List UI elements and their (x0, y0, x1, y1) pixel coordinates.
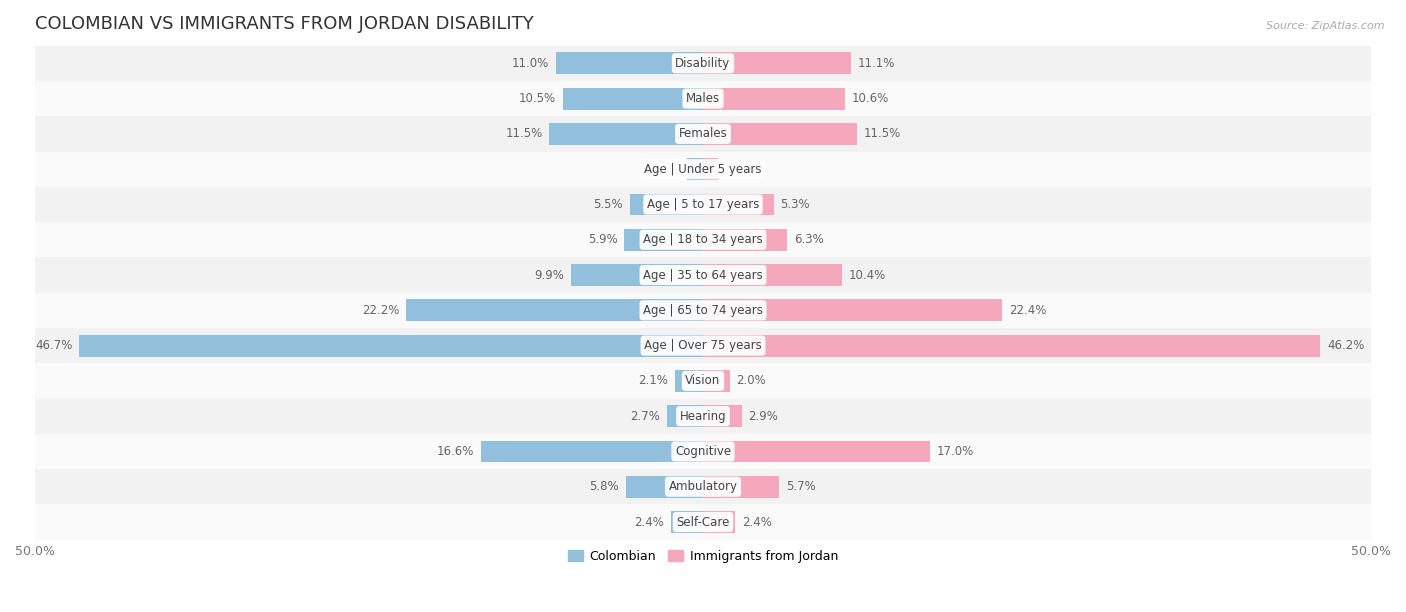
Bar (35, 258, 1371, 293)
Text: 1.2%: 1.2% (651, 163, 681, 176)
Text: 17.0%: 17.0% (936, 445, 974, 458)
Bar (35, 398, 1371, 434)
Text: 2.4%: 2.4% (634, 515, 664, 529)
Bar (703, 335, 1320, 357)
Bar (703, 159, 717, 180)
Text: 9.9%: 9.9% (534, 269, 564, 282)
Bar (550, 123, 703, 145)
Text: 5.3%: 5.3% (780, 198, 810, 211)
Bar (35, 187, 1371, 222)
Text: Vision: Vision (685, 375, 721, 387)
Bar (35, 364, 1371, 398)
Text: Age | Under 5 years: Age | Under 5 years (644, 163, 762, 176)
Text: Hearing: Hearing (679, 409, 727, 423)
Text: 10.5%: 10.5% (519, 92, 555, 105)
Text: 5.7%: 5.7% (786, 480, 815, 493)
Bar (481, 441, 703, 463)
Bar (703, 511, 735, 533)
Text: 5.8%: 5.8% (589, 480, 619, 493)
Bar (703, 299, 1002, 321)
Bar (35, 469, 1371, 504)
Text: 11.1%: 11.1% (858, 57, 896, 70)
Text: Source: ZipAtlas.com: Source: ZipAtlas.com (1267, 21, 1385, 31)
Text: 5.5%: 5.5% (593, 198, 623, 211)
Text: 22.2%: 22.2% (363, 304, 399, 317)
Bar (406, 299, 703, 321)
Legend: Colombian, Immigrants from Jordan: Colombian, Immigrants from Jordan (562, 545, 844, 568)
Text: 46.2%: 46.2% (1327, 339, 1364, 352)
Bar (35, 434, 1371, 469)
Text: 2.1%: 2.1% (638, 375, 668, 387)
Bar (555, 53, 703, 74)
Text: Age | Over 75 years: Age | Over 75 years (644, 339, 762, 352)
Text: Age | 65 to 74 years: Age | 65 to 74 years (643, 304, 763, 317)
Bar (703, 123, 856, 145)
Text: 2.0%: 2.0% (737, 375, 766, 387)
Bar (35, 222, 1371, 258)
Bar (703, 476, 779, 498)
Text: Disability: Disability (675, 57, 731, 70)
Bar (35, 46, 1371, 81)
Text: Cognitive: Cognitive (675, 445, 731, 458)
Bar (688, 159, 703, 180)
Bar (703, 441, 931, 463)
Text: Age | 18 to 34 years: Age | 18 to 34 years (643, 233, 763, 246)
Bar (703, 264, 842, 286)
Text: 1.1%: 1.1% (724, 163, 754, 176)
Bar (79, 335, 703, 357)
Bar (703, 53, 851, 74)
Bar (703, 193, 773, 215)
Bar (571, 264, 703, 286)
Bar (35, 152, 1371, 187)
Text: 11.5%: 11.5% (863, 127, 901, 140)
Bar (35, 116, 1371, 152)
Bar (703, 405, 742, 427)
Text: 16.6%: 16.6% (437, 445, 475, 458)
Bar (675, 370, 703, 392)
Text: Females: Females (679, 127, 727, 140)
Text: 22.4%: 22.4% (1010, 304, 1046, 317)
Bar (703, 88, 845, 110)
Text: Age | 35 to 64 years: Age | 35 to 64 years (643, 269, 763, 282)
Text: 10.6%: 10.6% (851, 92, 889, 105)
Text: COLOMBIAN VS IMMIGRANTS FROM JORDAN DISABILITY: COLOMBIAN VS IMMIGRANTS FROM JORDAN DISA… (35, 15, 534, 33)
Text: Ambulatory: Ambulatory (668, 480, 738, 493)
Text: Self-Care: Self-Care (676, 515, 730, 529)
Bar (703, 229, 787, 251)
Bar (626, 476, 703, 498)
Text: 11.5%: 11.5% (505, 127, 543, 140)
Text: 2.4%: 2.4% (742, 515, 772, 529)
Bar (562, 88, 703, 110)
Bar (671, 511, 703, 533)
Text: Males: Males (686, 92, 720, 105)
Text: 5.9%: 5.9% (588, 233, 617, 246)
Bar (703, 370, 730, 392)
Bar (35, 504, 1371, 540)
Bar (630, 193, 703, 215)
Text: Age | 5 to 17 years: Age | 5 to 17 years (647, 198, 759, 211)
Bar (666, 405, 703, 427)
Text: 11.0%: 11.0% (512, 57, 550, 70)
Text: 2.9%: 2.9% (748, 409, 779, 423)
Bar (35, 81, 1371, 116)
Bar (35, 328, 1371, 364)
Text: 46.7%: 46.7% (35, 339, 72, 352)
Text: 2.7%: 2.7% (630, 409, 661, 423)
Text: 6.3%: 6.3% (794, 233, 824, 246)
Bar (35, 293, 1371, 328)
Bar (624, 229, 703, 251)
Text: 10.4%: 10.4% (849, 269, 886, 282)
